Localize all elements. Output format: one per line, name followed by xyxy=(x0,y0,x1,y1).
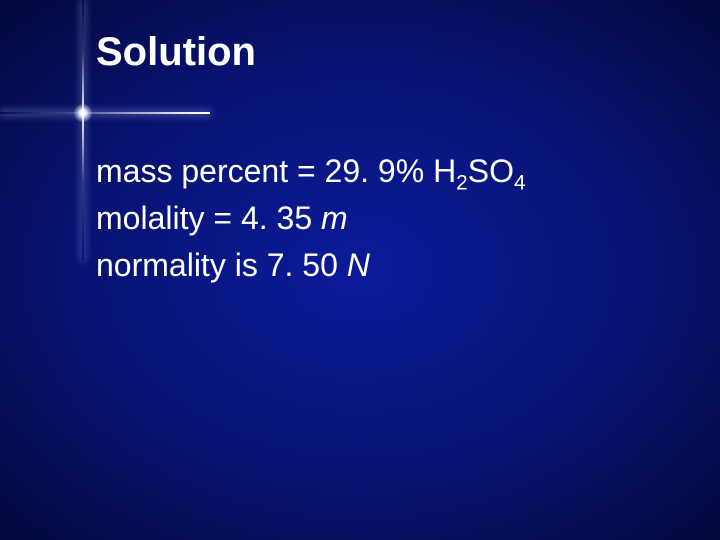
subscript: 2 xyxy=(456,171,468,194)
line-mass-percent: mass percent = 29. 9% H2SO4 xyxy=(96,150,526,193)
line-normality: normality is 7. 50 N xyxy=(96,244,526,287)
text-segment: SO xyxy=(468,153,514,189)
subscript: 4 xyxy=(514,171,526,194)
unit-italic: N xyxy=(347,247,370,283)
slide: Solution mass percent = 29. 9% H2SO4 mol… xyxy=(0,0,720,540)
text-segment: molality = 4. 35 xyxy=(96,200,321,236)
line-molality: molality = 4. 35 m xyxy=(96,197,526,240)
lens-flare-vertical xyxy=(82,0,84,260)
slide-title: Solution xyxy=(96,30,256,75)
slide-body: mass percent = 29. 9% H2SO4 molality = 4… xyxy=(96,150,526,292)
unit-italic: m xyxy=(321,200,348,236)
text-segment: mass percent = 29. 9% H xyxy=(96,153,456,189)
text-segment: normality is 7. 50 xyxy=(96,247,347,283)
lens-flare-horizontal xyxy=(0,112,210,114)
lens-flare-core xyxy=(74,104,92,122)
